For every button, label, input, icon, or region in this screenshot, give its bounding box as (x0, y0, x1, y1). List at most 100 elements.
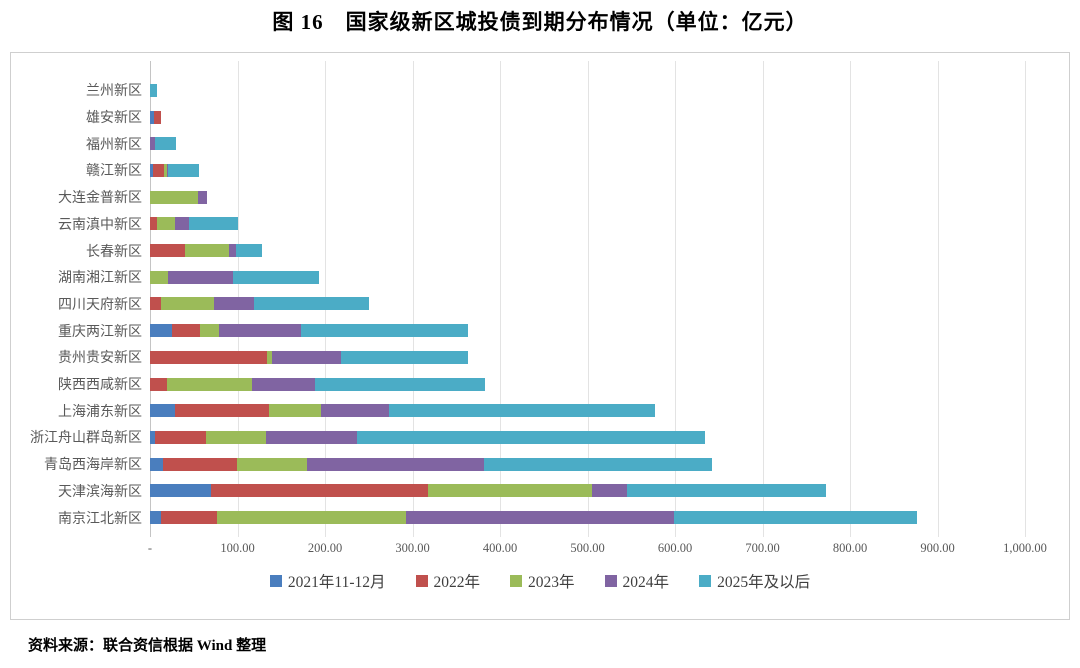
bar-segment (267, 350, 272, 364)
x-tick-label: 1,000.00 (1003, 541, 1047, 555)
bar-segment (233, 270, 319, 284)
bar-row: 四川天府新区 (11, 291, 1069, 318)
legend-marker-icon (699, 575, 712, 587)
bar-segment (320, 404, 389, 418)
bar-segment (150, 217, 157, 231)
category-label: 天津滨海新区 (58, 484, 142, 500)
bar-segment (219, 324, 301, 338)
category-label: 云南滇中新区 (58, 217, 142, 233)
x-tick-label: 100.00 (220, 541, 255, 555)
bar-segment (428, 484, 592, 498)
bar-segment (484, 457, 712, 471)
bar-segment (150, 324, 172, 338)
bar-row: 赣江新区 (11, 157, 1069, 184)
bar-row: 贵州贵安新区 (11, 344, 1069, 371)
chart-area: 兰州新区雄安新区福州新区赣江新区大连金普新区 云南滇中新区长春新区 湖南湘江新区四川… (10, 52, 1070, 620)
x-tick-label: 500.00 (570, 541, 605, 555)
bar-track (150, 83, 1025, 97)
bar-track (150, 404, 1025, 418)
bar-segment (235, 244, 262, 258)
bar-row: 长春新区 (11, 237, 1069, 264)
legend-marker-icon (604, 575, 617, 587)
bar-segment (271, 350, 341, 364)
bar-segment (388, 404, 655, 418)
bar-segment (150, 377, 167, 391)
legend-item: 2022年 (415, 570, 481, 592)
bar-segment (163, 457, 237, 471)
bar-segment (150, 484, 212, 498)
bar-segment (340, 350, 468, 364)
gridline (587, 61, 589, 537)
bar-segment (175, 217, 189, 231)
bar-segment (314, 377, 486, 391)
bar-segment (150, 83, 157, 97)
legend: 2021年11-12月 2022年 2023年 2024年 2025年及以后 (11, 570, 1069, 592)
bar-segment (152, 163, 164, 177)
bar-track (150, 324, 1025, 338)
bar-segment (150, 270, 169, 284)
bar-segment (185, 244, 229, 258)
bar-segment (154, 110, 161, 124)
category-label: 四川天府新区 (58, 297, 142, 313)
bar-track (150, 217, 1025, 231)
chart-title: 图 16 国家级新区城投债到期分布情况（单位：亿元） (272, 10, 808, 34)
bar-track (150, 244, 1025, 258)
bar-row: 天津滨海新区 (11, 478, 1069, 505)
gridline (937, 61, 939, 537)
bar-segment (157, 217, 176, 231)
legend-marker-icon (510, 575, 523, 587)
legend-label: 2021年11-12月 (287, 574, 386, 591)
legend-label: 2025年及以后 (717, 574, 811, 591)
bar-row: 湖南湘江新区 (11, 264, 1069, 291)
bar-segment (164, 163, 167, 177)
bar-segment (591, 484, 627, 498)
gridline (850, 61, 851, 537)
x-tick-label: 300.00 (395, 541, 430, 555)
legend-item: 2025年及以后 (699, 570, 810, 592)
bar-segment (150, 297, 161, 311)
category-label: 上海浦东新区 (58, 404, 142, 420)
bar-row: 南京江北新区 (11, 504, 1069, 531)
bar-track (150, 350, 1025, 364)
x-tick-label: 200.00 (307, 541, 343, 555)
legend-label: 2023年 (528, 574, 575, 591)
bar-segment (254, 297, 369, 311)
bar-segment (150, 137, 156, 151)
bar-row: 福州新区 (11, 130, 1069, 157)
category-label: 大连金普新区 (58, 191, 142, 207)
bar-segment (171, 324, 200, 338)
category-label: 重庆两江新区 (58, 324, 142, 340)
bar-segment (168, 163, 199, 177)
category-label: 兰州新区 (86, 84, 142, 100)
bar-track (150, 137, 1025, 151)
bar-row: 兰州新区 (11, 77, 1069, 104)
bar-segment (206, 430, 267, 444)
bar-track (150, 190, 1025, 204)
bar-segment (160, 297, 214, 311)
bar-segment (251, 377, 315, 391)
bar-track (150, 163, 1025, 177)
bar-track (150, 270, 1025, 284)
category-label: 福州新区 (86, 137, 142, 153)
legend-label: 2022年 (433, 574, 481, 591)
bar-segment (168, 270, 234, 284)
x-tick-label: 600.00 (657, 541, 693, 555)
bar-segment (216, 511, 407, 525)
bar-track (150, 110, 1025, 124)
category-label: 雄安新区 (86, 111, 142, 127)
bar-segment (155, 430, 206, 444)
category-label: 南京江北新区 (58, 511, 142, 527)
bar-segment (228, 244, 236, 258)
legend-item: 2023年 (510, 570, 575, 592)
legend-item: 2021年11-12月 (269, 570, 386, 592)
bar-segment (236, 457, 307, 471)
bar-segment (306, 457, 485, 471)
bar-segment (166, 377, 252, 391)
gridline (500, 61, 501, 537)
x-tick-label: 400.00 (482, 541, 518, 555)
bar-row: 重庆两江新区 (11, 317, 1069, 344)
bar-row: 云南滇中新区 (11, 211, 1069, 238)
bar-row: 雄安新区 (11, 104, 1069, 131)
bar-segment (150, 190, 199, 204)
bar-segment (674, 511, 918, 525)
